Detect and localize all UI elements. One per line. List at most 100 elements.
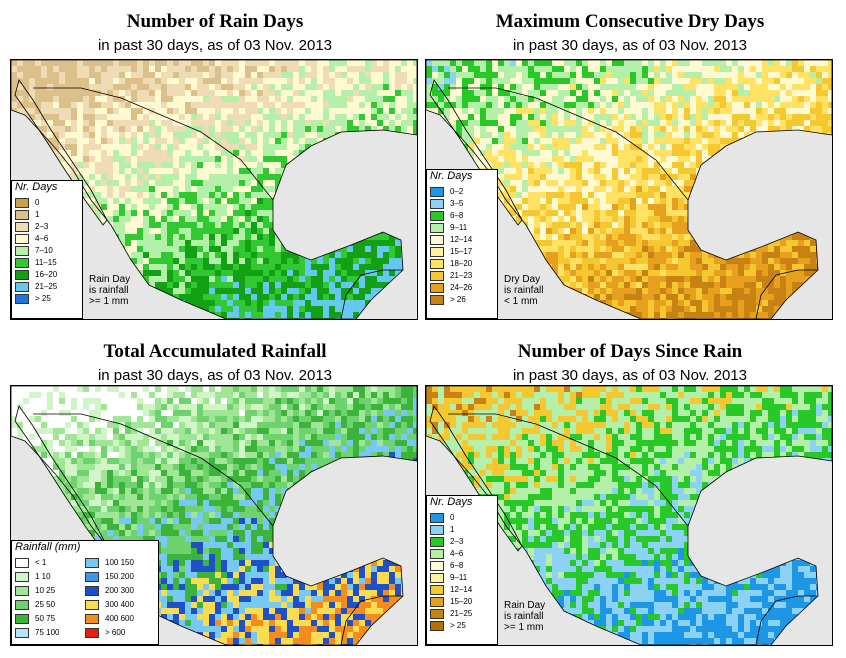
legend-label: 2–3 xyxy=(35,222,49,231)
legend-label: 0 xyxy=(450,513,455,522)
panel-title: Maximum Consecutive Dry Days xyxy=(495,11,765,32)
legend-swatch xyxy=(15,222,29,232)
panel-subtitle: in past 30 days, as of 03 Nov. 2013 xyxy=(512,367,748,384)
legend-swatch xyxy=(15,586,29,596)
rain-day-note: Rain Day is rainfall >= 1 mm xyxy=(504,600,546,633)
legend-label: 3–5 xyxy=(450,199,464,208)
legend-swatch xyxy=(15,628,29,638)
legend-box: Rainfall (mm) < 1 1 10 10 25 25 50 50 75 75 1… xyxy=(11,540,159,645)
panel-subtitle: in past 30 days, as of 03 Nov. 2013 xyxy=(512,37,748,54)
legend-swatch xyxy=(15,198,29,208)
legend-title: Rainfall (mm) xyxy=(15,541,81,553)
legend-label: 15–20 xyxy=(450,597,473,606)
panel-subtitle: in past 30 days, as of 03 Nov. 2013 xyxy=(97,37,333,54)
legend-label: 9–11 xyxy=(450,573,468,582)
legend-swatch xyxy=(430,283,444,293)
legend-swatch xyxy=(15,246,29,256)
panel-title: Number of Days Since Rain xyxy=(517,341,743,362)
legend-swatch xyxy=(15,210,29,220)
legend-box: Nr. Days 0 1 2–3 4–6 7–10 11–15 16–20 21–25 > 25 xyxy=(11,180,83,319)
guatemala-border xyxy=(340,269,403,319)
legend-label: 21–25 xyxy=(450,609,473,618)
legend-swatch xyxy=(85,600,99,610)
legend-swatch xyxy=(15,558,29,568)
legend-swatch xyxy=(15,270,29,280)
legend-swatch xyxy=(430,513,444,523)
dry-day-note: Dry Day is rainfall < 1 mm xyxy=(504,274,544,307)
legend-swatch xyxy=(430,609,444,619)
legend-label: 1 xyxy=(450,525,455,534)
legend-label: 75 100 xyxy=(35,628,60,637)
legend-swatch xyxy=(85,572,99,582)
legend-label: 0–2 xyxy=(450,187,464,196)
legend-label: 21–23 xyxy=(450,271,473,280)
legend-label: 7–10 xyxy=(35,246,53,255)
legend-label: 4–6 xyxy=(450,549,464,558)
legend-label: > 600 xyxy=(105,628,126,637)
map-area: Nr. Days 0 1 2–3 4–6 6–8 9–11 12–14 15–20 21–25 >… xyxy=(425,385,833,646)
legend-swatch xyxy=(15,600,29,610)
legend-swatch xyxy=(430,573,444,583)
legend-label: > 26 xyxy=(450,295,466,304)
legend-label: 11–15 xyxy=(35,258,57,267)
legend-label: 16–20 xyxy=(35,270,58,279)
legend-box: Nr. Days 0 1 2–3 4–6 6–8 9–11 12–14 15–20 21–25 >… xyxy=(426,495,498,645)
legend-label: 15–17 xyxy=(450,247,473,256)
legend-label: 12–14 xyxy=(450,235,473,244)
map-area: Rainfall (mm) < 1 1 10 10 25 25 50 50 75 75 1… xyxy=(10,385,418,646)
us-mexico-border xyxy=(448,413,689,527)
coastline xyxy=(429,405,523,552)
legend-swatch xyxy=(430,537,444,547)
legend-title: Nr. Days xyxy=(430,496,473,508)
legend-label: 6–8 xyxy=(450,211,464,220)
guatemala-border xyxy=(755,595,818,645)
legend-swatch xyxy=(430,187,444,197)
legend-label: 100 150 xyxy=(105,558,134,567)
us-mexico-border xyxy=(448,87,689,201)
guatemala-border xyxy=(755,269,818,319)
us-mexico-border xyxy=(33,413,274,527)
legend-label: 21–25 xyxy=(35,282,58,291)
legend-swatch xyxy=(430,259,444,269)
legend-swatch xyxy=(430,295,444,305)
legend-swatch xyxy=(430,621,444,631)
legend-label: 9–11 xyxy=(450,223,468,232)
legend-swatch xyxy=(85,586,99,596)
legend-swatch xyxy=(85,614,99,624)
legend-label: 10 25 xyxy=(35,586,56,595)
legend-box: Nr. Days 0–2 3–5 6–8 9–11 12–14 15–17 18–20 21–… xyxy=(426,169,498,319)
guatemala-border xyxy=(340,595,403,645)
legend-swatch xyxy=(430,549,444,559)
legend-label: 12–14 xyxy=(450,585,473,594)
legend-swatch xyxy=(430,271,444,281)
map-area: Nr. Days 0 1 2–3 4–6 7–10 11–15 16–20 21–25 > 25… xyxy=(10,59,418,320)
legend-label: 150 200 xyxy=(105,572,134,581)
legend-swatch xyxy=(15,282,29,292)
legend-label: 2–3 xyxy=(450,537,464,546)
legend-label: 18–20 xyxy=(450,259,473,268)
legend-swatch xyxy=(430,223,444,233)
coastline xyxy=(429,79,523,226)
rain-day-note: Rain Day is rainfall >= 1 mm xyxy=(89,274,131,307)
panel-subtitle: in past 30 days, as of 03 Nov. 2013 xyxy=(97,367,333,384)
legend-label: 4–6 xyxy=(35,234,49,243)
legend-swatch xyxy=(15,572,29,582)
legend-swatch xyxy=(430,585,444,595)
legend-title: Nr. Days xyxy=(430,170,473,182)
us-mexico-border xyxy=(33,87,274,201)
panel-title: Total Accumulated Rainfall xyxy=(103,341,327,362)
legend-label: < 1 xyxy=(35,558,47,567)
legend-swatch xyxy=(15,234,29,244)
legend-swatch xyxy=(430,235,444,245)
legend-swatch xyxy=(430,199,444,209)
legend-label: 400 600 xyxy=(105,614,134,623)
map-area: Nr. Days 0–2 3–5 6–8 9–11 12–14 15–17 18–20 21–… xyxy=(425,59,833,320)
legend-label: 25 50 xyxy=(35,600,56,609)
legend-swatch xyxy=(15,258,29,268)
legend-swatch xyxy=(430,525,444,535)
legend-swatch xyxy=(430,211,444,221)
legend-label: > 25 xyxy=(35,294,51,303)
legend-label: 24–26 xyxy=(450,283,473,292)
legend-swatch xyxy=(430,247,444,257)
legend-label: > 25 xyxy=(450,621,466,630)
